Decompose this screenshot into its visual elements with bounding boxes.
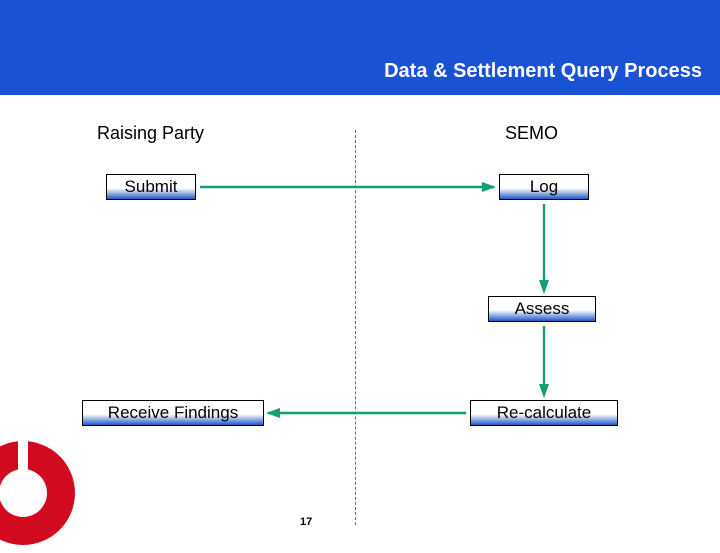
brand-logo — [0, 438, 78, 553]
logo-icon — [0, 438, 78, 548]
slide-number: 17 — [300, 516, 312, 528]
arrows-layer — [0, 0, 720, 540]
